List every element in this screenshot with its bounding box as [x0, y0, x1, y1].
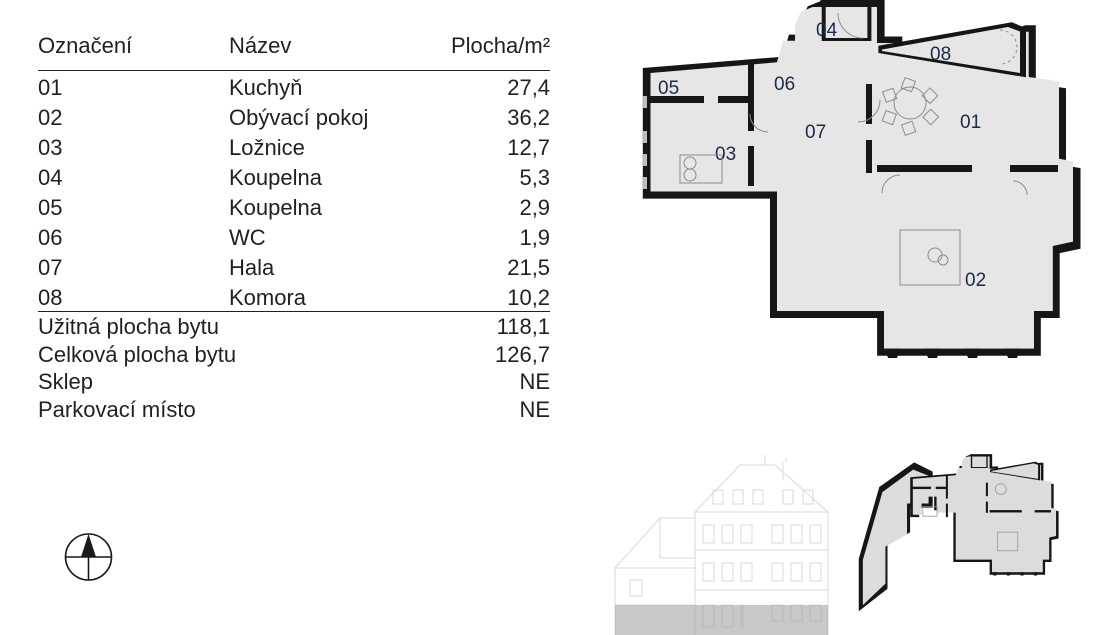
- svg-text:07: 07: [805, 122, 826, 143]
- svg-text:08: 08: [930, 44, 951, 65]
- svg-text:04: 04: [816, 20, 838, 41]
- svg-text:06: 06: [774, 74, 795, 95]
- svg-text:02: 02: [965, 270, 986, 291]
- svg-text:05: 05: [658, 78, 679, 99]
- svg-text:01: 01: [960, 112, 981, 133]
